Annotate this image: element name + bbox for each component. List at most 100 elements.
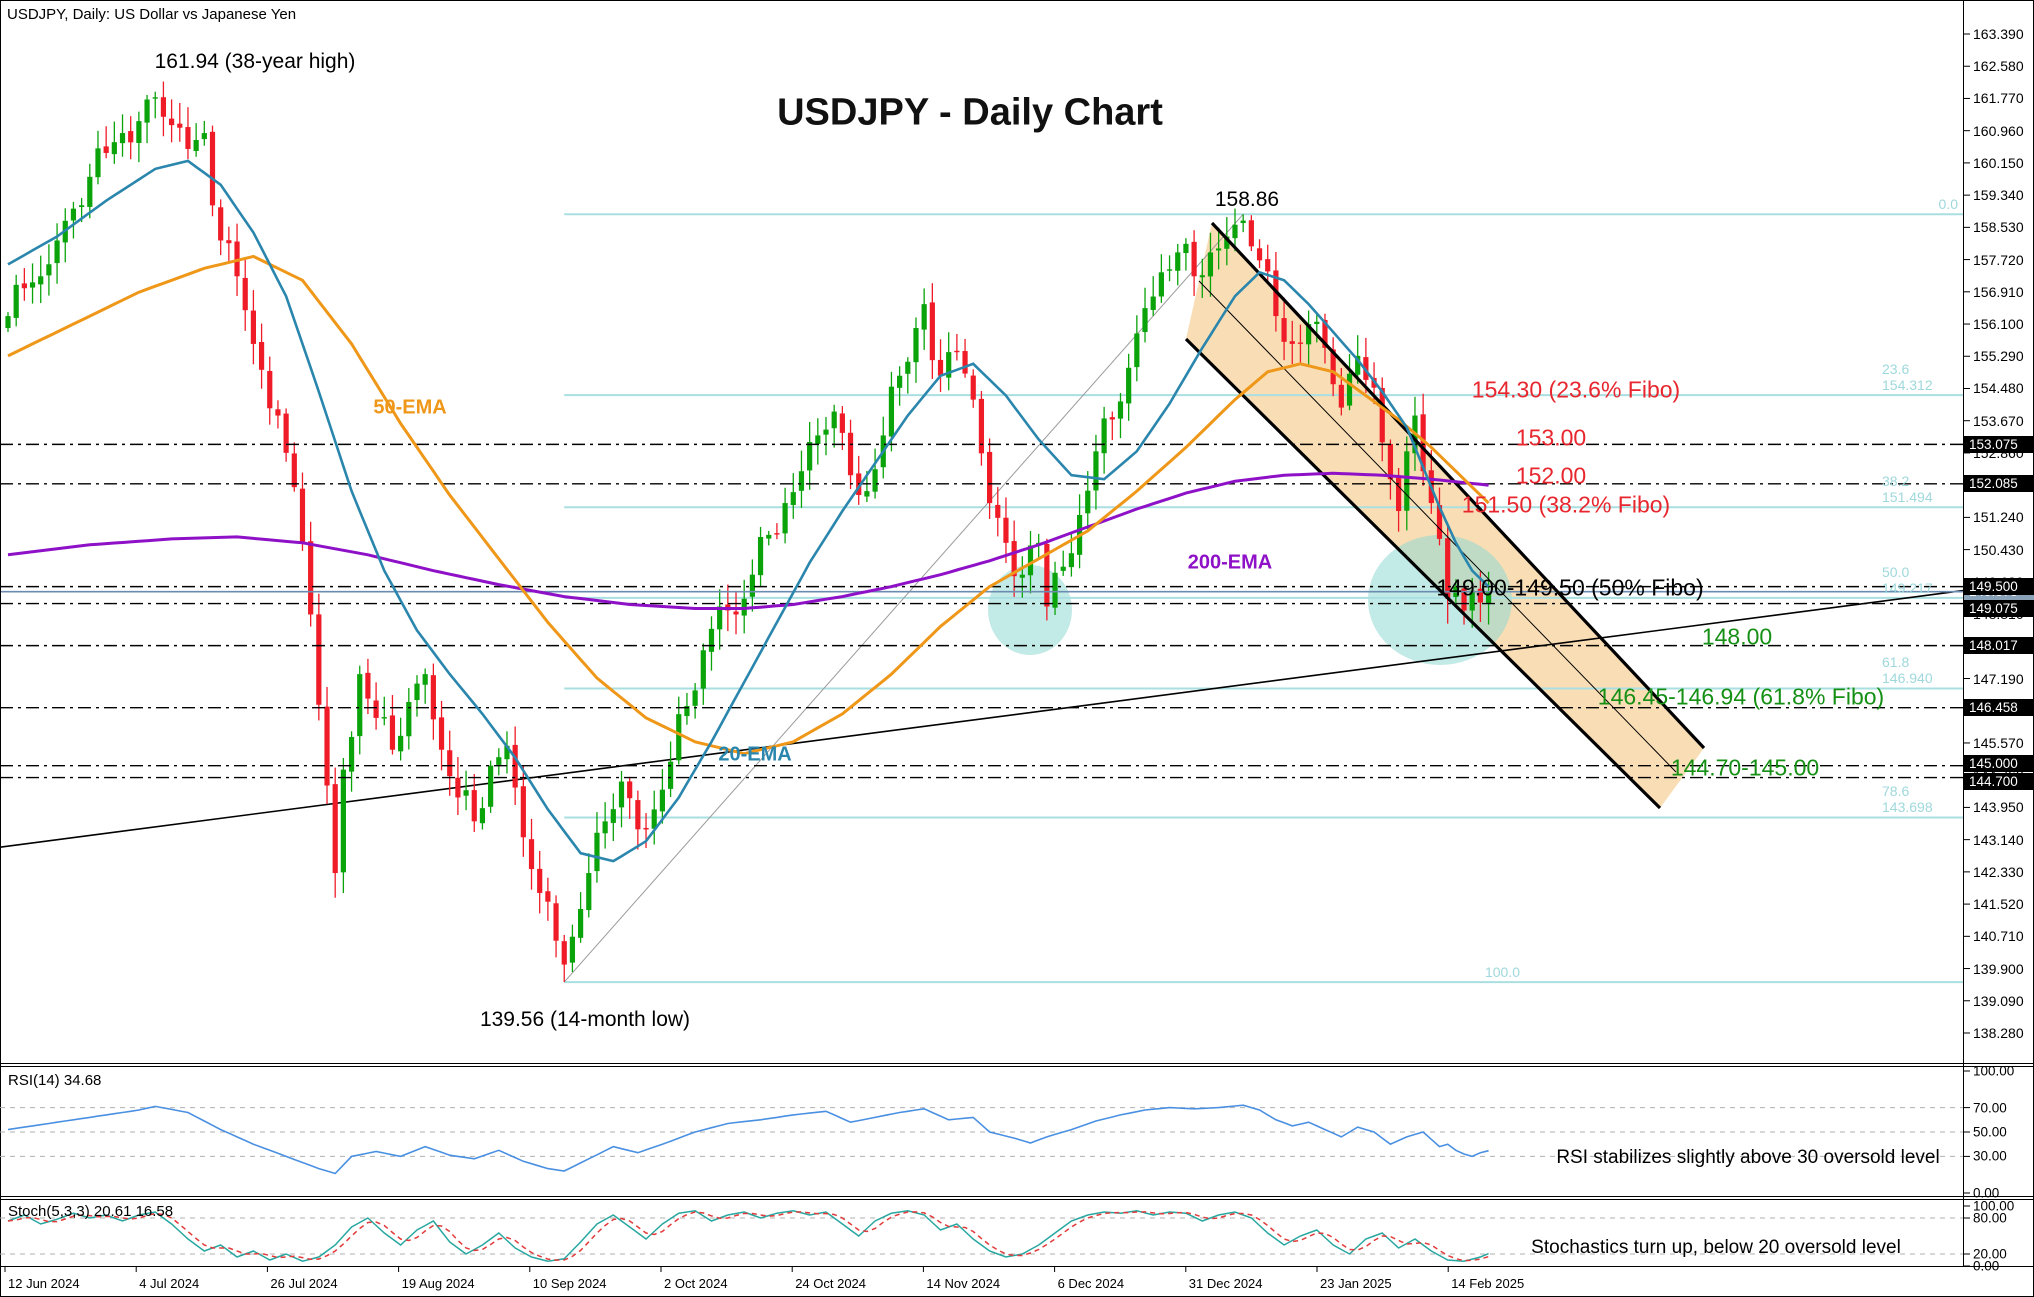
candle xyxy=(13,274,19,327)
candle-body xyxy=(1085,490,1091,514)
candle xyxy=(1216,227,1222,270)
candle-body xyxy=(54,240,60,264)
candle-body xyxy=(21,283,27,289)
candle xyxy=(422,668,428,704)
candle-body xyxy=(717,606,723,630)
candle xyxy=(905,357,911,394)
candle xyxy=(111,121,117,164)
price-tick-label: 155.290 xyxy=(1973,348,2024,365)
fibo-level-label: 78.6 143.698 xyxy=(1882,783,1933,816)
candle xyxy=(946,332,952,391)
candle xyxy=(872,448,878,499)
candle-body xyxy=(258,341,265,370)
candle xyxy=(103,126,109,159)
price-tick-label: 141.520 xyxy=(1973,896,2024,913)
candle-body xyxy=(1224,236,1230,249)
level-label: 149.00-149.50 (50% Fibo) xyxy=(1436,574,1704,601)
candle xyxy=(561,934,567,983)
candle-body xyxy=(111,142,117,155)
candle-body xyxy=(283,413,289,453)
candle-body xyxy=(733,611,739,615)
candle xyxy=(749,559,755,612)
candle-body xyxy=(766,534,772,539)
candle xyxy=(978,390,985,466)
candle-body xyxy=(921,304,927,330)
annotation-38-year-high: 161.94 (38-year high) xyxy=(154,50,356,73)
price-badge: 152.085 xyxy=(1964,475,2034,493)
candle-body xyxy=(365,672,371,699)
candle xyxy=(332,767,338,898)
stoch-axis-label: 0.00 xyxy=(1973,1258,2000,1274)
candle xyxy=(798,450,805,508)
candle-body xyxy=(1126,367,1132,404)
candle xyxy=(463,770,469,811)
candle xyxy=(504,731,510,774)
candle xyxy=(267,356,273,425)
candle-body xyxy=(160,97,167,117)
candle-body xyxy=(1183,243,1189,254)
candle xyxy=(1281,297,1287,361)
candle xyxy=(594,812,600,883)
date-tick-label: 14 Nov 2024 xyxy=(926,1276,1001,1291)
candle xyxy=(1485,571,1492,625)
price-tick-label: 160.960 xyxy=(1973,122,2024,139)
candle-body xyxy=(1404,451,1410,511)
candle-body xyxy=(1297,342,1304,344)
candle-body xyxy=(594,832,600,872)
candle-body xyxy=(659,789,665,812)
candle xyxy=(1117,393,1124,439)
candle xyxy=(1469,577,1475,628)
candle-body xyxy=(946,352,952,378)
candle xyxy=(512,726,518,805)
candle-body xyxy=(897,375,903,388)
candle-body xyxy=(954,350,960,353)
rsi-axis-label: 70.00 xyxy=(1973,1100,2007,1116)
candle xyxy=(757,526,764,587)
candle-body xyxy=(218,207,224,241)
candle-body xyxy=(1256,248,1263,261)
candle xyxy=(447,730,453,796)
ema200-label: 200-EMA xyxy=(1187,551,1273,574)
candle xyxy=(177,103,183,142)
candle-body xyxy=(226,240,232,244)
candle-body xyxy=(905,361,911,374)
candle xyxy=(1330,337,1336,397)
rsi-axis-label: 50.00 xyxy=(1973,1124,2007,1140)
price-tick-label: 139.900 xyxy=(1973,960,2024,977)
price-tick-label: 162.580 xyxy=(1973,58,2024,75)
price-tick-label: 151.240 xyxy=(1973,509,2024,526)
candle-body xyxy=(201,133,207,140)
candle-body xyxy=(676,714,682,761)
candle-body xyxy=(1469,590,1475,611)
candle xyxy=(1265,244,1271,284)
candle xyxy=(1060,550,1066,576)
stoch-indicator-label: Stoch(5,3,3) 20.61 16.58 xyxy=(8,1203,174,1220)
candle-body xyxy=(807,442,813,471)
candle xyxy=(1256,239,1263,269)
candle-body xyxy=(667,761,674,789)
candle xyxy=(226,226,232,261)
candle-body xyxy=(332,784,338,874)
candle-body xyxy=(299,488,306,544)
candle-body xyxy=(275,409,281,416)
candle xyxy=(651,790,657,845)
candle-body xyxy=(144,99,150,123)
candle xyxy=(676,696,682,765)
candle-body xyxy=(1027,545,1034,576)
candle xyxy=(520,765,526,857)
candle xyxy=(1109,411,1115,441)
candle xyxy=(496,748,502,776)
candle-body xyxy=(193,139,199,151)
channel-fill xyxy=(1186,223,1704,808)
price-tick-label: 154.480 xyxy=(1973,380,2024,397)
rsi-annotation: RSI stabilizes slightly above 30 oversol… xyxy=(1556,1147,1940,1168)
candle-body xyxy=(1207,252,1214,277)
candle xyxy=(545,877,551,921)
candle-body xyxy=(1461,588,1467,611)
candle-body xyxy=(1420,414,1426,472)
candle-body xyxy=(152,97,158,99)
candle-body xyxy=(1068,553,1074,568)
price-tick-label: 143.950 xyxy=(1973,799,2024,816)
candle-body xyxy=(185,127,191,149)
